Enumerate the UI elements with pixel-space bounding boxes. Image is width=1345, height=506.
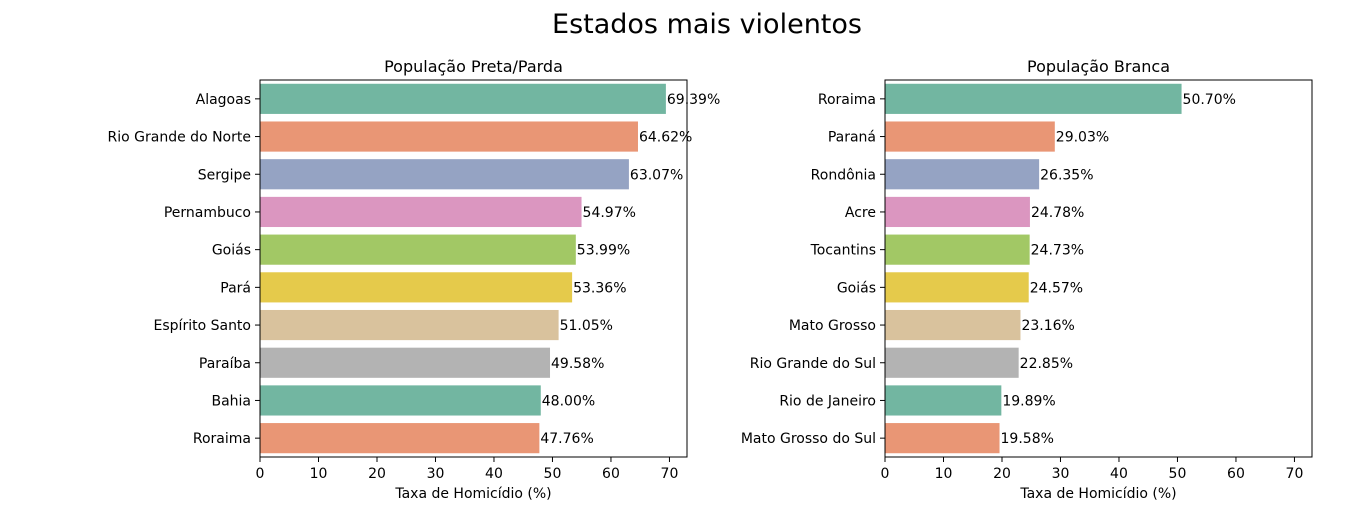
x-tick-label: 0: [256, 466, 265, 482]
x-tick-label: 60: [1227, 466, 1245, 482]
x-tick-label: 20: [993, 466, 1011, 482]
bar: [885, 234, 1030, 265]
bar-value-label: 29.03%: [1056, 130, 1109, 146]
bar: [885, 196, 1030, 228]
bar-value-label: 63.07%: [630, 167, 683, 183]
bar: [260, 385, 541, 416]
chart-preta-parda: 69.39% Alagoas 64.62% Rio Grande do Norte 63…: [108, 57, 721, 502]
chart-branca: 50.70% Roraima 29.03% Paraná 26.35% Rondônia 2…: [741, 57, 1313, 502]
category-label: Acre: [845, 205, 876, 221]
category-label: Rondônia: [811, 167, 876, 183]
figure-title: Estados mais violentos: [552, 9, 862, 40]
bar: [260, 159, 629, 190]
x-tick-label: 0: [881, 466, 890, 482]
x-tick-label: 70: [661, 466, 679, 482]
bar: [885, 347, 1019, 378]
bar-value-label: 48.00%: [542, 393, 595, 409]
bar-value-label: 54.97%: [583, 205, 636, 221]
bar: [885, 423, 1000, 454]
x-tick-label: 10: [310, 466, 328, 482]
chart-title: População Preta/Parda: [384, 57, 563, 76]
category-label: Rio Grande do Norte: [108, 130, 251, 146]
bar-value-label: 53.36%: [573, 280, 626, 296]
x-tick-label: 30: [1052, 466, 1070, 482]
category-label: Sergipe: [198, 167, 251, 183]
bar-value-label: 19.89%: [1002, 393, 1055, 409]
bar-value-label: 47.76%: [540, 431, 593, 447]
bar: [260, 309, 559, 341]
x-axis-label: Taxa de Homicídio (%): [1019, 486, 1176, 502]
bar: [885, 385, 1002, 416]
bar-value-label: 53.99%: [577, 243, 630, 259]
bar-value-label: 49.58%: [551, 356, 604, 372]
axes-frame: [884, 79, 1313, 458]
bar-value-label: 64.62%: [639, 130, 692, 146]
bar: [260, 121, 638, 152]
bar-value-label: 26.35%: [1040, 167, 1093, 183]
bar-value-label: 22.85%: [1020, 356, 1073, 372]
bar: [260, 83, 666, 114]
bar-value-label: 24.78%: [1031, 205, 1084, 221]
category-label: Bahia: [211, 393, 251, 409]
axes-frame: [259, 79, 688, 458]
category-label: Alagoas: [196, 92, 251, 108]
bar: [260, 234, 576, 265]
bar-value-label: 50.70%: [1183, 92, 1236, 108]
x-tick-label: 40: [1110, 466, 1128, 482]
category-label: Pernambuco: [164, 205, 251, 221]
bar: [260, 196, 582, 228]
bar: [260, 423, 540, 454]
x-tick-label: 30: [427, 466, 445, 482]
x-tick-label: 10: [935, 466, 953, 482]
category-label: Paraíba: [199, 356, 251, 372]
bar: [885, 121, 1055, 152]
x-tick-label: 40: [485, 466, 503, 482]
bar-value-label: 69.39%: [667, 92, 720, 108]
category-label: Rio de Janeiro: [779, 393, 876, 409]
bar: [260, 272, 573, 303]
category-label: Pará: [220, 280, 251, 296]
x-tick-label: 50: [544, 466, 562, 482]
category-label: Rio Grande do Sul: [750, 356, 876, 372]
x-axis-label: Taxa de Homicídio (%): [394, 486, 551, 502]
category-label: Paraná: [828, 130, 876, 146]
bar: [885, 83, 1182, 114]
bar: [885, 309, 1021, 341]
category-label: Tocantins: [810, 243, 876, 259]
bar-value-label: 23.16%: [1021, 318, 1074, 334]
chart-title: População Branca: [1027, 57, 1170, 76]
bar: [260, 347, 551, 378]
x-tick-label: 70: [1286, 466, 1304, 482]
bar-value-label: 51.05%: [560, 318, 613, 334]
x-tick-label: 20: [368, 466, 386, 482]
category-label: Roraima: [193, 431, 251, 447]
category-label: Roraima: [818, 92, 876, 108]
category-label: Goiás: [212, 243, 251, 259]
bar-value-label: 24.57%: [1030, 280, 1083, 296]
bar: [885, 159, 1040, 190]
category-label: Mato Grosso do Sul: [741, 431, 876, 447]
category-label: Goiás: [837, 280, 876, 296]
bar-value-label: 19.58%: [1001, 431, 1054, 447]
category-label: Espírito Santo: [154, 318, 251, 334]
bar-value-label: 24.73%: [1031, 243, 1084, 259]
bar: [885, 272, 1029, 303]
category-label: Mato Grosso: [789, 318, 876, 334]
x-tick-label: 60: [602, 466, 620, 482]
x-tick-label: 50: [1169, 466, 1187, 482]
